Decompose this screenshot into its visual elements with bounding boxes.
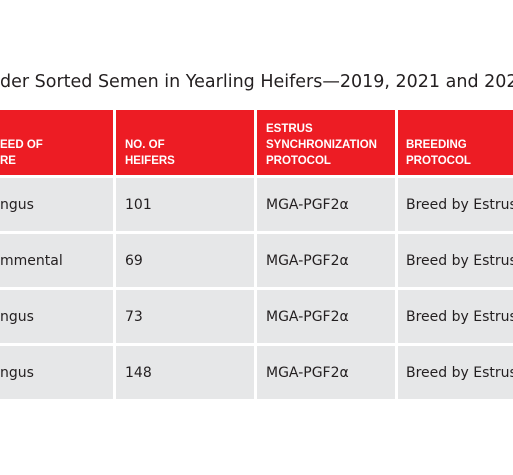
table-cell: Breed by Estrus [398,234,513,287]
table-cell: MGA-PGF2α [257,234,395,287]
cell-text: 148 [125,364,152,381]
cell-text: MGA-PGF2α [266,364,349,381]
header-text: BREEDING [406,139,467,151]
table-cell: 73 [116,290,254,343]
header-cell: NO. OF HEIFERS [116,110,254,175]
header-cell: ESTRUS SYNCHRONIZATION PROTOCOL [257,110,395,175]
table-cell: Breed by Estrus [398,346,513,399]
cell-text: MGA-PGF2α [266,252,349,269]
header-text: PROTOCOL [266,155,331,167]
table-cell: mmental [0,234,113,287]
header-text: ESTRUS [266,123,313,135]
cell-text: ngus [0,196,34,213]
header-text: NO. OF [125,139,165,151]
header-text: PROTOCOL [406,155,471,167]
table-cell: 69 [116,234,254,287]
cell-text: 101 [125,196,152,213]
cell-text: ngus [0,364,34,381]
table-cell: 148 [116,346,254,399]
table-cell: ngus [0,346,113,399]
table-cell: MGA-PGF2α [257,178,395,231]
header-text: EED OF [0,139,43,151]
table-cell: MGA-PGF2α [257,346,395,399]
cell-text: Breed by Estrus [406,364,513,381]
cell-text: Breed by Estrus [406,252,513,269]
table-cell: 101 [116,178,254,231]
header-cell: EED OF RE [0,110,113,175]
table-cell: MGA-PGF2α [257,290,395,343]
cell-text: MGA-PGF2α [266,196,349,213]
table-cell: Breed by Estrus [398,290,513,343]
table-cell: Breed by Estrus [398,178,513,231]
cell-text: mmental [0,252,63,269]
table-title: der Sorted Semen in Yearling Heifers—201… [0,72,513,92]
cell-text: 69 [125,252,143,269]
header-cell: BREEDING PROTOCOL [398,110,513,175]
header-text: RE [0,155,16,167]
cell-text: Breed by Estrus [406,308,513,325]
header-text: HEIFERS [125,155,175,167]
table-cell: ngus [0,290,113,343]
cell-text: MGA-PGF2α [266,308,349,325]
cell-text: ngus [0,308,34,325]
table-cell: ngus [0,178,113,231]
header-text: SYNCHRONIZATION [266,139,377,151]
cell-text: 73 [125,308,143,325]
cell-text: Breed by Estrus [406,196,513,213]
